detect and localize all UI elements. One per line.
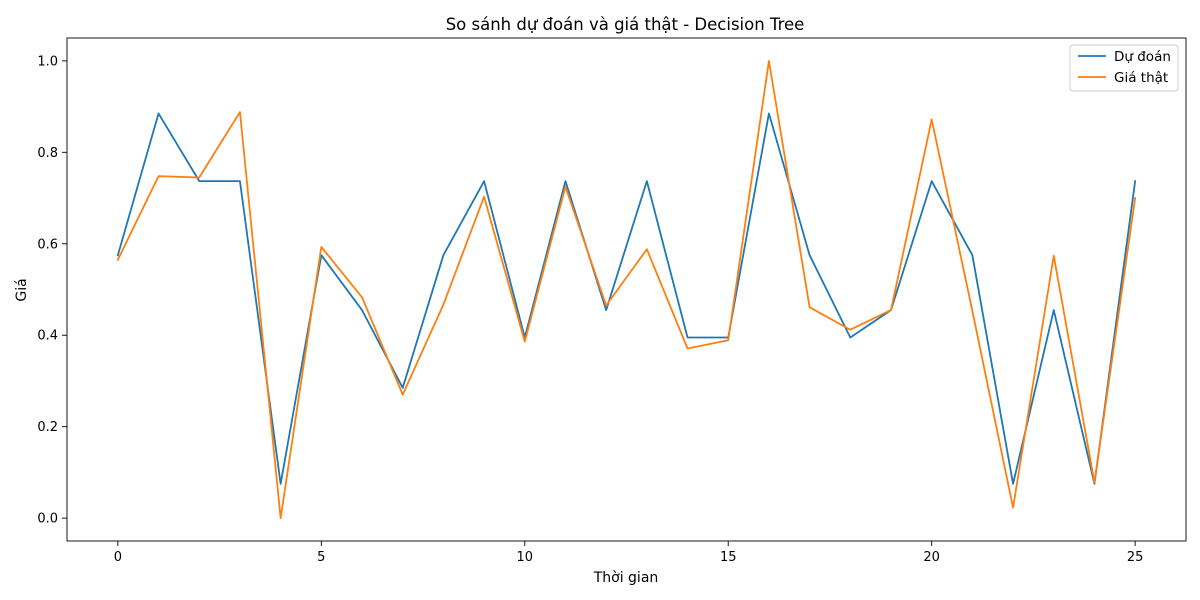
series-lines (116, 59, 1137, 520)
x-tick-label: 10 (516, 550, 533, 565)
y-tick-label: 0.0 (37, 512, 58, 527)
legend: Dự đoán Giá thật (1069, 44, 1179, 92)
x-axis: 0 5 10 15 20 25 (114, 541, 1144, 565)
series-line-du-doan (116, 112, 1137, 485)
y-tick-label: 0.4 (37, 329, 58, 344)
y-tick-label: 1.0 (37, 54, 58, 69)
y-tick-label: 0.6 (37, 237, 58, 252)
legend-label-gia-that: Giá thật (1114, 70, 1168, 86)
x-tick-label: 0 (114, 550, 122, 565)
x-tick-label: 25 (1127, 550, 1144, 565)
y-axis: 0.0 0.2 0.4 0.6 0.8 1.0 (37, 54, 67, 527)
x-axis-label: Thời gian (593, 570, 659, 586)
series-line-gia-that (116, 59, 1137, 520)
y-axis-label: Giá (14, 278, 30, 301)
plot-area (66, 37, 1187, 542)
plot-frame (66, 37, 1187, 542)
y-tick-label: 0.8 (37, 146, 58, 161)
x-tick-label: 20 (923, 550, 940, 565)
legend-label-du-doan: Dự đoán (1114, 49, 1171, 65)
x-tick-label: 15 (720, 550, 737, 565)
x-tick-label: 5 (317, 550, 325, 565)
y-tick-label: 0.2 (37, 420, 58, 435)
chart-title: So sánh dự đoán và giá thật - Decision T… (446, 15, 805, 34)
